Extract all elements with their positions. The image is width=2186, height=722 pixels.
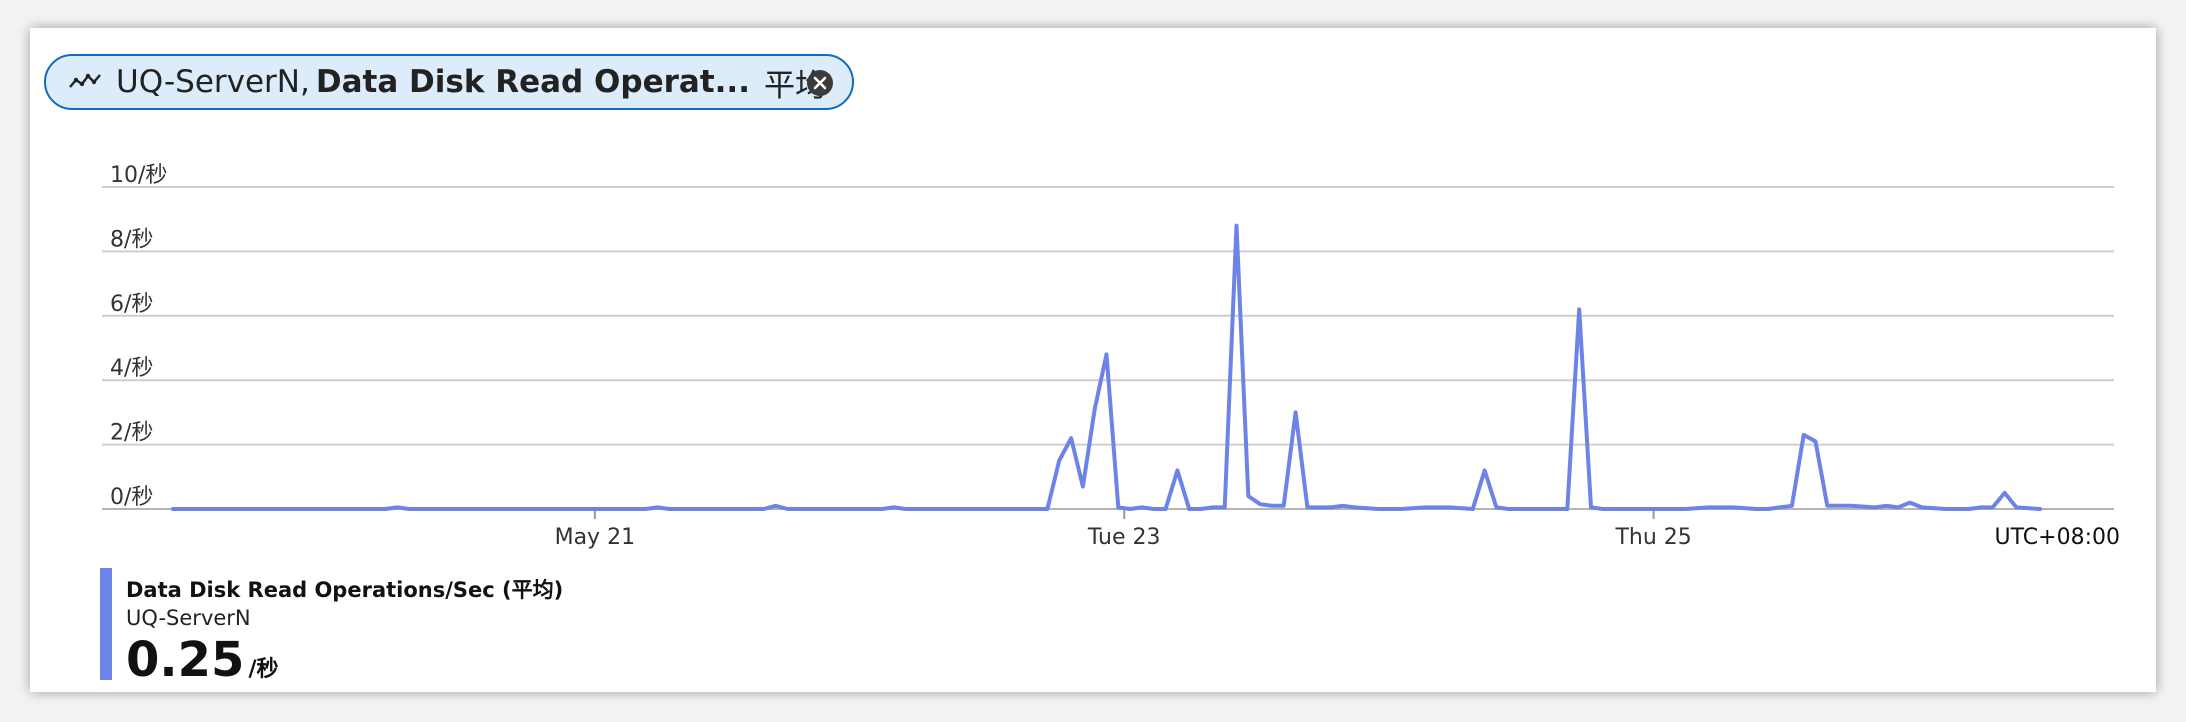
legend-value: 0.25 — [126, 632, 245, 688]
x-tick-label: Thu 25 — [1614, 525, 1691, 550]
chart-card: 0/秒 2/秒 4/秒 6/秒 8/秒 10/秒 May 21 Tue 23 Thu 25 UTC… — [30, 28, 2156, 692]
legend-subtitle: UQ-ServerN — [126, 606, 251, 630]
line-chart: 0/秒 2/秒 4/秒 6/秒 8/秒 10/秒 May 21 Tue 23 Thu 25 UTC… — [102, 163, 2120, 550]
y-tick-label: 0/秒 — [110, 485, 153, 510]
x-tick-label: May 21 — [555, 525, 635, 550]
series-line — [171, 223, 2042, 511]
chart-legend[interactable]: Data Disk Read Operations/Sec (平均) UQ-Se… — [100, 568, 564, 688]
y-tick-label: 8/秒 — [110, 227, 153, 252]
y-tick-label: 2/秒 — [110, 421, 153, 446]
legend-value-row: 0.25/秒 — [126, 632, 563, 688]
pill-resource-name: UQ-ServerN, — [116, 64, 310, 100]
metric-pill[interactable]: UQ-ServerN, Data Disk Read Operat... 平均 — [44, 54, 854, 110]
pill-metric-name: Data Disk Read Operat... — [315, 64, 750, 100]
y-tick-label: 6/秒 — [110, 292, 153, 317]
series-layer — [171, 223, 2042, 511]
legend-unit: /秒 — [248, 657, 279, 682]
gridlines — [102, 186, 2114, 519]
y-tick-label: 10/秒 — [110, 163, 167, 188]
axis-labels: 0/秒 2/秒 4/秒 6/秒 8/秒 10/秒 May 21 Tue 23 Thu 25 UTC… — [110, 163, 2120, 550]
x-tick-label: Tue 23 — [1087, 525, 1161, 550]
metric-line-icon — [68, 70, 102, 94]
legend-title: Data Disk Read Operations/Sec (平均) — [126, 578, 564, 602]
timezone-label: UTC+08:00 — [1995, 525, 2120, 550]
y-tick-label: 4/秒 — [110, 356, 153, 381]
close-icon[interactable] — [806, 69, 834, 97]
